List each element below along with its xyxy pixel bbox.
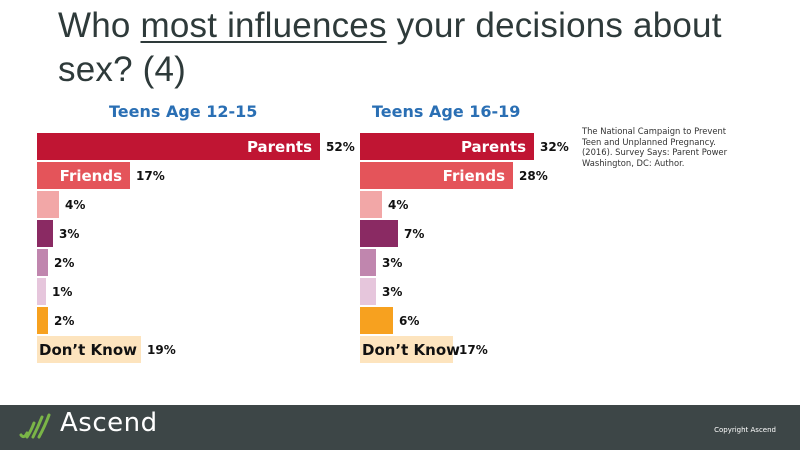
title-rest: your decisions about sex? (4): [58, 6, 722, 89]
bar-value-label: 17%: [459, 343, 488, 357]
bar-category-label: Don’t Know: [362, 340, 460, 359]
bar: Parents: [37, 133, 320, 160]
bar: [360, 307, 393, 334]
bar-value-label: 17%: [136, 169, 165, 183]
bar-value-label: 3%: [59, 227, 80, 241]
bar-category-label: Parents: [246, 137, 312, 156]
title-emphasis: most influences: [140, 6, 387, 45]
bar-value-label: 28%: [519, 169, 548, 183]
ascend-logo-text: Ascend: [60, 408, 158, 438]
bar-value-label: 19%: [147, 343, 176, 357]
bar-value-label: 32%: [540, 140, 569, 154]
chart-title-teens-12-15: Teens Age 12-15: [109, 102, 258, 121]
bar: [37, 220, 53, 247]
bar: Friends: [37, 162, 130, 189]
footer-bar: Ascend Copyright Ascend: [0, 405, 800, 450]
slide-title: Who most influences your decisions about…: [58, 4, 758, 92]
bar-value-label: 4%: [388, 198, 409, 212]
bar: [37, 191, 59, 218]
source-citation: The National Campaign to Prevent Teen an…: [582, 126, 728, 168]
bar-category-label: Parents: [460, 137, 526, 156]
bar-value-label: 7%: [404, 227, 425, 241]
chart-title-teens-16-19: Teens Age 16-19: [372, 102, 521, 121]
bar-value-label: 2%: [54, 314, 75, 328]
bar: [360, 249, 376, 276]
bar-value-label: 6%: [399, 314, 420, 328]
bar: Don’t Know: [360, 336, 460, 363]
bar-value-label: 3%: [382, 256, 403, 270]
bar: [37, 249, 48, 276]
bar: [360, 220, 398, 247]
bar: [360, 278, 376, 305]
bar: Parents: [360, 133, 534, 160]
title-lead: Who: [58, 6, 141, 45]
bar-value-label: 3%: [382, 285, 403, 299]
bar: [37, 278, 46, 305]
ascend-logo-icon: [19, 413, 51, 439]
bar-value-label: 1%: [52, 285, 73, 299]
bar-value-label: 2%: [54, 256, 75, 270]
bar-category-label: Friends: [59, 166, 122, 185]
bar-value-label: 52%: [326, 140, 355, 154]
bar-category-label: Don’t Know: [39, 340, 137, 359]
copyright-text: Copyright Ascend: [714, 426, 776, 434]
bar: Friends: [360, 162, 513, 189]
bar: [37, 307, 48, 334]
bar-value-label: 4%: [65, 198, 86, 212]
bar-category-label: Friends: [442, 166, 505, 185]
bar: Don’t Know: [37, 336, 141, 363]
bar: [360, 191, 382, 218]
